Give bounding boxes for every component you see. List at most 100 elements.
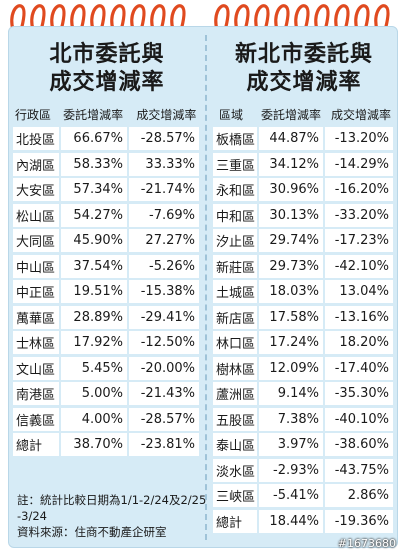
binding-ring [234,4,250,36]
deal-change: -21.74% [129,178,199,201]
table-row: 大同區 45.90% 27.27% [13,229,201,252]
table-row: 蘆洲區 9.14% -35.30% [213,382,395,405]
new-taipei-table-header: 區域 委託增減率 成交增減率 [213,103,395,125]
district-name: 北投區 [13,127,59,150]
listing-change: 57.34% [61,178,127,201]
listing-change: 34.12% [259,152,323,176]
deal-change: -5.26% [129,254,199,278]
deal-change: -13.16% [325,305,393,329]
binding-ring [30,4,46,36]
new-taipei-title-line2: 成交增減率 [246,70,362,95]
table-row: 中山區 37.54% -5.26% [13,254,201,278]
table-row: 永和區 30.96% -16.20% [213,178,395,201]
image-id-stamp: #1673680 [337,537,396,550]
column-header-listing-change: 委託增減率 [63,107,124,122]
listing-change: 17.58% [259,305,323,329]
district-name: 總計 [213,509,257,533]
binding-ring [354,4,370,36]
district-name: 永和區 [213,178,257,201]
taipei-table-body: 北投區 66.67% -28.57% 內湖區 58.33% 33.33% 大安區 57.34%… [13,127,201,456]
listing-change: 19.51% [61,280,127,303]
new-taipei-panel: 新北市委託與 成交增減率 區域 委託增減率 成交增減率 板橋區 44.87% -13… [213,27,395,535]
district-name: 淡水區 [213,458,257,482]
footnote-line2: -3/24 [17,509,47,523]
listing-change: 9.14% [259,382,323,405]
column-header-deal-change: 成交增減率 [330,107,391,122]
table-row: 總計 38.70% -23.81% [13,433,201,456]
listing-change: -2.93% [259,458,323,482]
table-row: 士林區 17.92% -12.50% [13,331,201,354]
binding-ring [50,4,66,36]
binding-ring [70,4,86,36]
listing-change: 5.45% [61,356,127,380]
column-header-area: 區域 [219,107,244,122]
deal-change: -21.43% [129,382,199,405]
data-source: 資料來源：住商不動產企研室 [17,525,167,539]
deal-change: -16.20% [325,178,393,201]
district-name: 五股區 [213,407,257,431]
listing-change: 66.67% [61,127,127,150]
deal-change: -13.20% [325,127,393,150]
binding-ring [170,4,186,36]
binding-ring [130,4,146,36]
listing-change: 44.87% [259,127,323,150]
district-name: 大安區 [13,178,59,201]
table-row: 樹林區 12.09% -17.40% [213,356,395,380]
deal-change: -12.50% [129,331,199,354]
table-row: 南港區 5.00% -21.43% [13,382,201,405]
taipei-title: 北市委託與 成交增減率 [13,27,201,103]
table-row: 北投區 66.67% -28.57% [13,127,201,150]
listing-change: 29.74% [259,229,323,252]
footnote: 註：統計比較日期為1/1-2/24及2/25 -3/24 資料來源：住商不動產企… [17,492,207,540]
dashed-divider [205,35,207,540]
table-row: 板橋區 44.87% -13.20% [213,127,395,150]
listing-change: -5.41% [259,484,323,507]
table-row: 淡水區 -2.93% -43.75% [213,458,395,482]
district-name: 文山區 [13,356,59,380]
deal-change: 33.33% [129,152,199,176]
column-header-district: 行政區 [15,107,52,122]
table-row: 汐止區 29.74% -17.23% [213,229,395,252]
binding-ring [90,4,106,36]
listing-change: 30.13% [259,203,323,227]
district-name: 蘆洲區 [213,382,257,405]
table-row: 總計 18.44% -19.36% [213,509,395,533]
district-name: 中山區 [13,254,59,278]
district-name: 汐止區 [213,229,257,252]
district-name: 林口區 [213,331,257,354]
district-name: 南港區 [13,382,59,405]
table-row: 三重區 34.12% -14.29% [213,152,395,176]
district-name: 內湖區 [13,152,59,176]
listing-change: 5.00% [61,382,127,405]
listing-change: 18.03% [259,280,323,303]
deal-change: -7.69% [129,203,199,227]
binding-ring [214,4,230,36]
district-name: 新莊區 [213,254,257,278]
district-name: 大同區 [13,229,59,252]
deal-change: -33.20% [325,203,393,227]
deal-change: -19.36% [325,509,393,533]
deal-change: 27.27% [129,229,199,252]
new-taipei-table-body: 板橋區 44.87% -13.20% 三重區 34.12% -14.29% 永和區 30.96… [213,127,395,533]
binding-ring [10,4,26,36]
table-row: 新店區 17.58% -13.16% [213,305,395,329]
table-row: 中和區 30.13% -33.20% [213,203,395,227]
table-row: 新莊區 29.73% -42.10% [213,254,395,278]
binding-ring [254,4,270,36]
listing-change: 38.70% [61,433,127,456]
table-row: 中正區 19.51% -15.38% [13,280,201,303]
table-row: 土城區 18.03% 13.04% [213,280,395,303]
binding-ring [374,4,390,36]
listing-change: 7.38% [259,407,323,431]
table-row: 松山區 54.27% -7.69% [13,203,201,227]
listing-change: 17.24% [259,331,323,354]
deal-change: 2.86% [325,484,393,507]
listing-change: 58.33% [61,152,127,176]
taipei-title-line1: 北市委託與 [49,42,165,67]
deal-change: -43.75% [325,458,393,482]
binding-ring [334,4,350,36]
district-name: 土城區 [213,280,257,303]
infographic-card: 北市委託與 成交增減率 行政區 委託增減率 成交增減率 北投區 66.67% -28… [8,26,398,548]
binding-ring [294,4,310,36]
